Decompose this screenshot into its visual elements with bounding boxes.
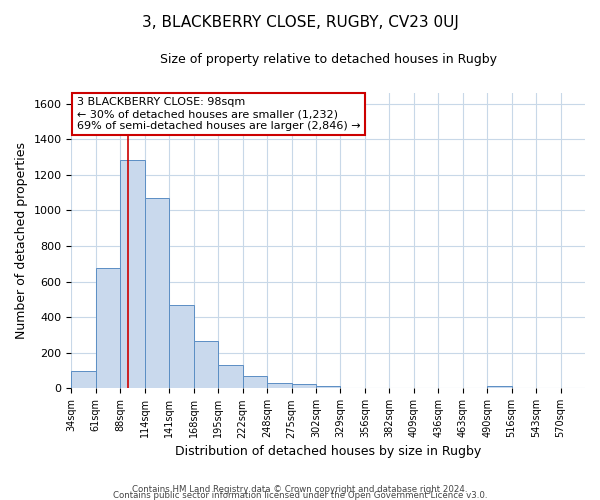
- Bar: [145, 198, 169, 388]
- Bar: [96, 268, 121, 388]
- Bar: [194, 341, 218, 388]
- Bar: [218, 365, 242, 388]
- Bar: [487, 386, 512, 388]
- Bar: [316, 386, 340, 388]
- Bar: [242, 376, 267, 388]
- Bar: [267, 383, 292, 388]
- Text: Contains HM Land Registry data © Crown copyright and database right 2024.: Contains HM Land Registry data © Crown c…: [132, 484, 468, 494]
- X-axis label: Distribution of detached houses by size in Rugby: Distribution of detached houses by size …: [175, 444, 481, 458]
- Title: Size of property relative to detached houses in Rugby: Size of property relative to detached ho…: [160, 52, 497, 66]
- Y-axis label: Number of detached properties: Number of detached properties: [15, 142, 28, 339]
- Bar: [169, 304, 194, 388]
- Bar: [292, 384, 316, 388]
- Bar: [71, 370, 96, 388]
- Bar: [121, 160, 145, 388]
- Text: 3, BLACKBERRY CLOSE, RUGBY, CV23 0UJ: 3, BLACKBERRY CLOSE, RUGBY, CV23 0UJ: [142, 15, 458, 30]
- Text: 3 BLACKBERRY CLOSE: 98sqm
← 30% of detached houses are smaller (1,232)
69% of se: 3 BLACKBERRY CLOSE: 98sqm ← 30% of detac…: [77, 98, 360, 130]
- Text: Contains public sector information licensed under the Open Government Licence v3: Contains public sector information licen…: [113, 490, 487, 500]
